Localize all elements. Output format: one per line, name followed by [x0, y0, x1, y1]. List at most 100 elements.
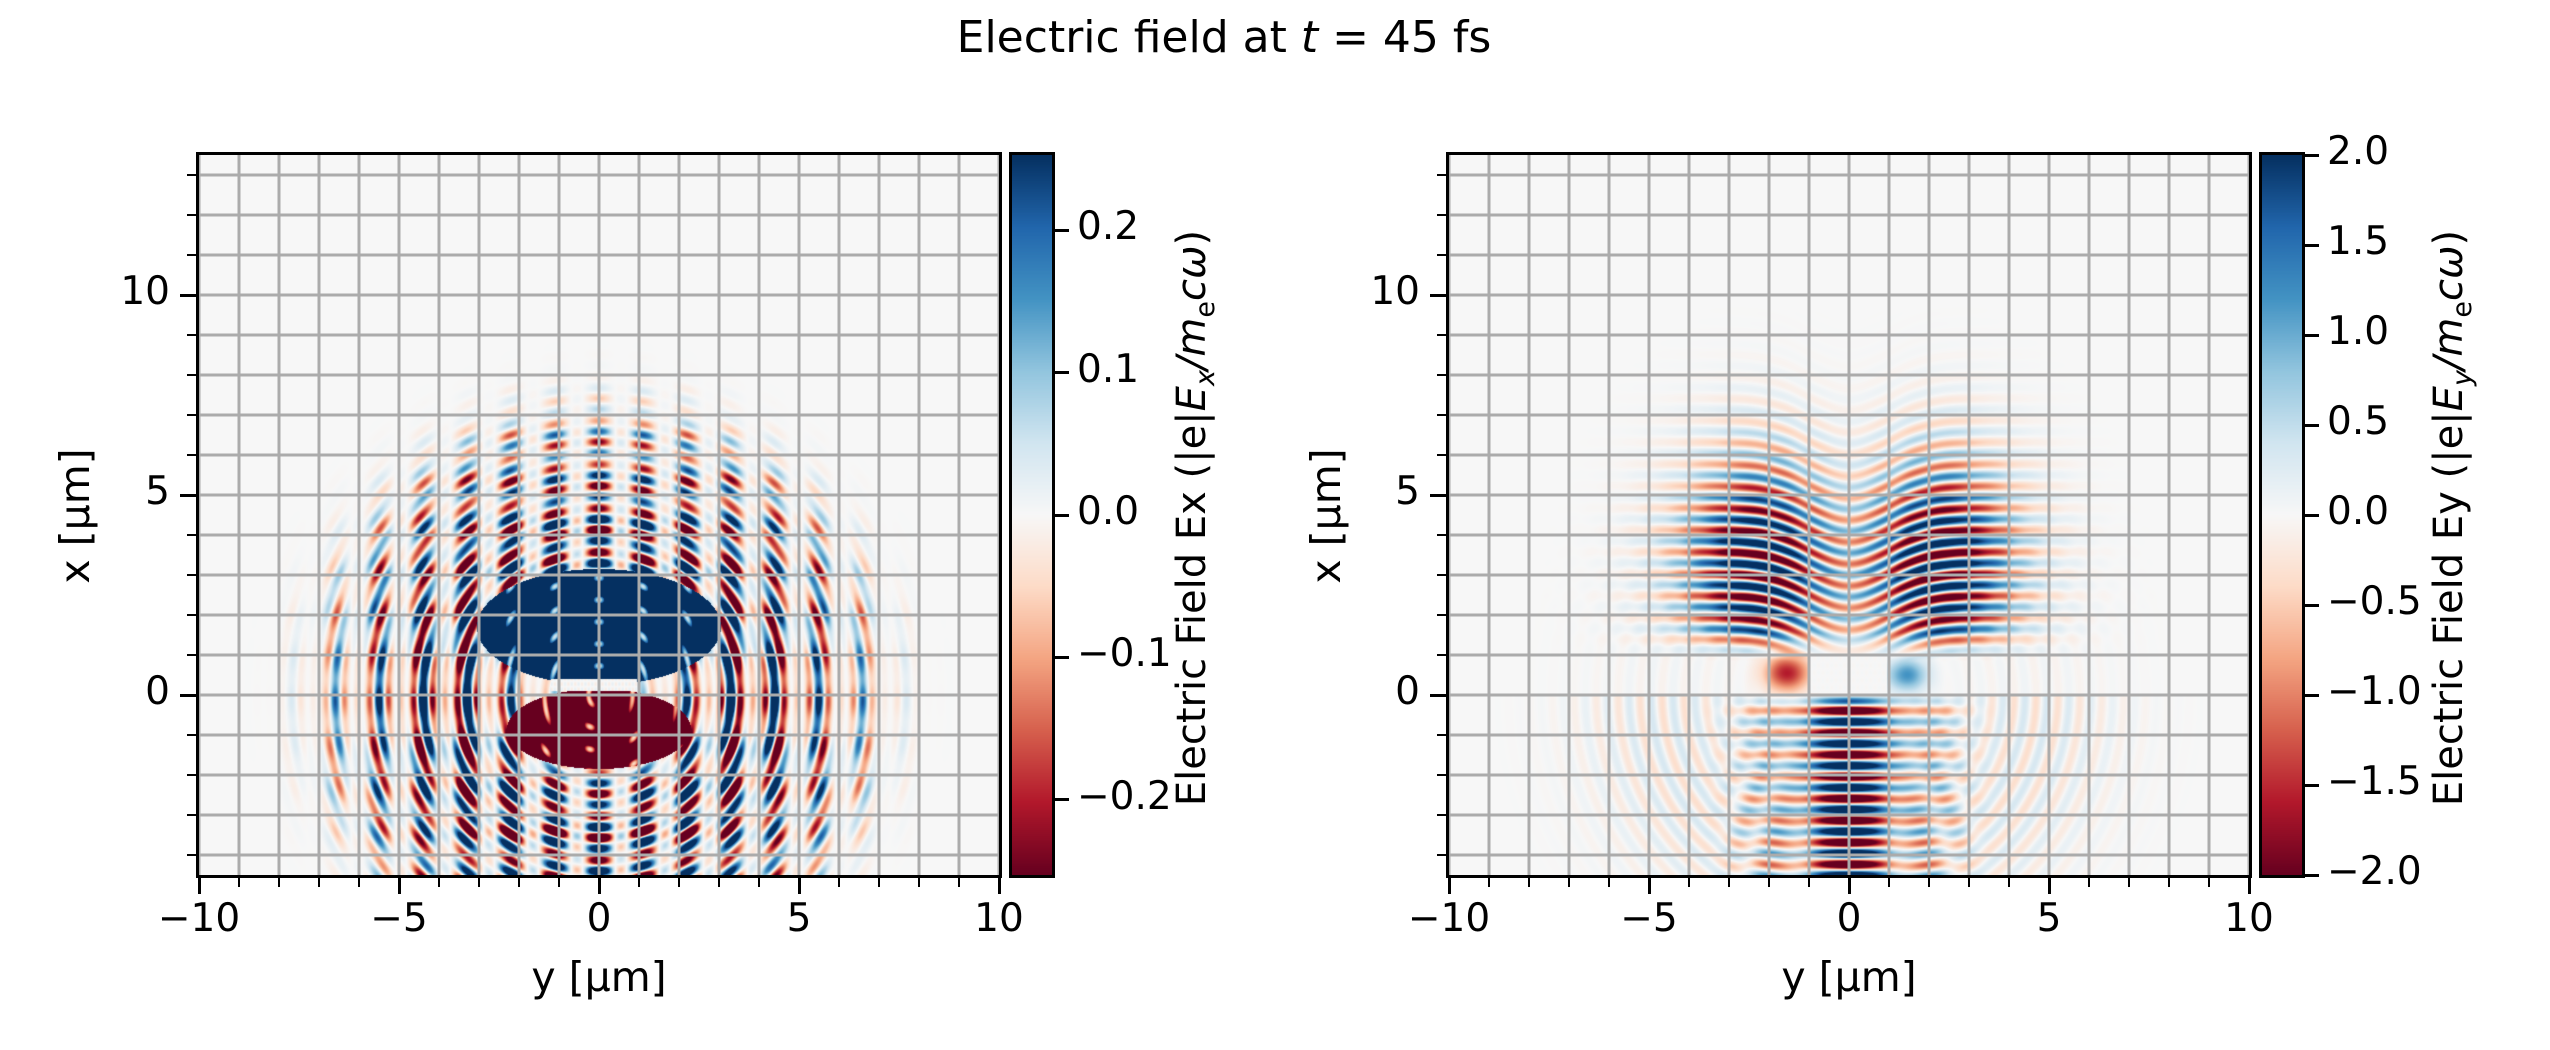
ey-colorbar-tick-label: 1.5 [2327, 219, 2390, 264]
ey-x-minor-tick [1768, 878, 1770, 887]
ey-colorbar-tick-label: 2.0 [2327, 129, 2390, 174]
ey-y-tick-label: 0 [1395, 669, 1420, 714]
ey-colorbar-tick [2305, 513, 2319, 517]
figure-title: Electric field at t = 45 fs [0, 12, 2448, 63]
title-pre: Electric field at [956, 12, 1301, 63]
ex-y-minor-tick [187, 214, 196, 216]
ex-yaxis-label: x [μm] [51, 448, 99, 584]
ey-colorbar-tick [2305, 603, 2319, 607]
ey-colorbar-tick [2305, 333, 2319, 337]
ey-x-minor-tick [1608, 878, 1610, 887]
ey-y-minor-tick [1437, 854, 1446, 856]
ey-y-minor-tick [1437, 414, 1446, 416]
ex-x-minor-tick [238, 878, 240, 887]
ex-x-minor-tick [838, 878, 840, 887]
ey-x-minor-tick [1528, 878, 1530, 887]
ex-x-minor-tick [318, 878, 320, 887]
ey-x-minor-tick [2088, 878, 2090, 887]
ey-x-major-tick [1447, 878, 1451, 894]
ey-y-major-tick [1430, 293, 1446, 297]
ex-y-major-tick [180, 693, 196, 697]
ey-x-major-tick [1647, 878, 1651, 894]
ex-field-canvas [199, 155, 999, 875]
ex-y-minor-tick [187, 734, 196, 736]
ex-x-minor-tick [678, 878, 680, 887]
ey-colorbar-tick [2305, 243, 2319, 247]
ey-y-minor-tick [1437, 574, 1446, 576]
ex-colorbar-tick-label: −0.2 [1077, 773, 1172, 819]
ex-colorbar-tick [1055, 513, 1069, 517]
ex-x-major-tick [597, 878, 601, 894]
ex-cbar-label-msub: e [1190, 300, 1221, 318]
ex-y-tick-label: 5 [145, 469, 170, 514]
ex-x-minor-tick [638, 878, 640, 887]
ey-y-minor-tick [1437, 774, 1446, 776]
ey-y-minor-tick [1437, 614, 1446, 616]
ey-x-tick-label: 10 [2224, 896, 2274, 941]
ey-y-minor-tick [1437, 174, 1446, 176]
ex-y-major-tick [180, 293, 196, 297]
ey-y-tick-label: 5 [1395, 469, 1420, 514]
ex-colorbar-tick [1055, 228, 1069, 232]
ey-yaxis-label: x [μm] [1302, 448, 1350, 584]
ex-colorbar-tick-label: 0.2 [1077, 204, 1140, 250]
ex-colorbar-canvas [1012, 155, 1052, 875]
ey-x-minor-tick [1968, 878, 1970, 887]
ex-colorbar-tick-label: 0.0 [1077, 489, 1140, 534]
ey-colorbar-tick-label: 0.5 [2327, 399, 2390, 444]
ex-y-minor-tick [187, 854, 196, 856]
ex-x-minor-tick [758, 878, 760, 887]
ey-x-minor-tick [2208, 878, 2210, 887]
ex-y-minor-tick [187, 654, 196, 656]
ex-x-minor-tick [558, 878, 560, 887]
ey-x-minor-tick [1928, 878, 1930, 887]
ey-y-minor-tick [1437, 734, 1446, 736]
ex-x-tick-label: 5 [786, 896, 812, 941]
ex-y-minor-tick [187, 334, 196, 336]
ex-x-major-tick [997, 878, 1001, 894]
ex-x-minor-tick [958, 878, 960, 887]
ex-x-minor-tick [278, 878, 280, 887]
ex-cbar-label-tail: cω [1169, 245, 1215, 301]
ex-xaxis-label: y [μm] [531, 953, 667, 1001]
ey-field-canvas [1449, 155, 2249, 875]
ey-y-major-tick [1430, 493, 1446, 497]
ex-x-major-tick [797, 878, 801, 894]
ex-y-minor-tick [187, 254, 196, 256]
ex-x-tick-label: −5 [370, 896, 428, 941]
ex-y-minor-tick [187, 374, 196, 376]
ex-y-minor-tick [187, 174, 196, 176]
ex-colorbar-tick-label: 0.1 [1077, 346, 1140, 392]
ey-x-minor-tick [1568, 878, 1570, 887]
ex-x-minor-tick [718, 878, 720, 887]
ey-x-tick-label: −5 [1620, 896, 1678, 941]
ex-y-minor-tick [187, 614, 196, 616]
ey-y-major-tick [1430, 693, 1446, 697]
ex-y-tick-label: 0 [145, 669, 170, 714]
title-t-variable: t [1300, 12, 1319, 63]
ey-colorbar-tick [2305, 783, 2319, 787]
ex-y-tick-label: 10 [120, 269, 170, 314]
ey-colorbar [2259, 152, 2305, 878]
ey-colorbar-tick [2305, 153, 2319, 157]
ex-y-minor-tick [187, 774, 196, 776]
ex-y-minor-tick [187, 454, 196, 456]
ey-x-major-tick [2047, 878, 2051, 894]
ey-colorbar-tick-label: −1.5 [2327, 759, 2422, 804]
ey-y-tick-label: 10 [1370, 269, 1420, 314]
ey-x-tick-label: 5 [2036, 896, 2062, 941]
ex-x-minor-tick [878, 878, 880, 887]
ey-x-major-tick [1847, 878, 1851, 894]
ex-x-minor-tick [478, 878, 480, 887]
ey-x-major-tick [2247, 878, 2251, 894]
ex-colorbar [1009, 152, 1055, 878]
ey-x-minor-tick [1808, 878, 1810, 887]
ex-colorbar-tick [1055, 798, 1069, 802]
ex-x-major-tick [397, 878, 401, 894]
ey-x-minor-tick [2128, 878, 2130, 887]
ey-x-minor-tick [1488, 878, 1490, 887]
ey-cbar-label-Esub: y [2447, 370, 2478, 387]
ey-y-minor-tick [1437, 334, 1446, 336]
ey-colorbar-tick [2305, 423, 2319, 427]
ex-x-minor-tick [518, 878, 520, 887]
